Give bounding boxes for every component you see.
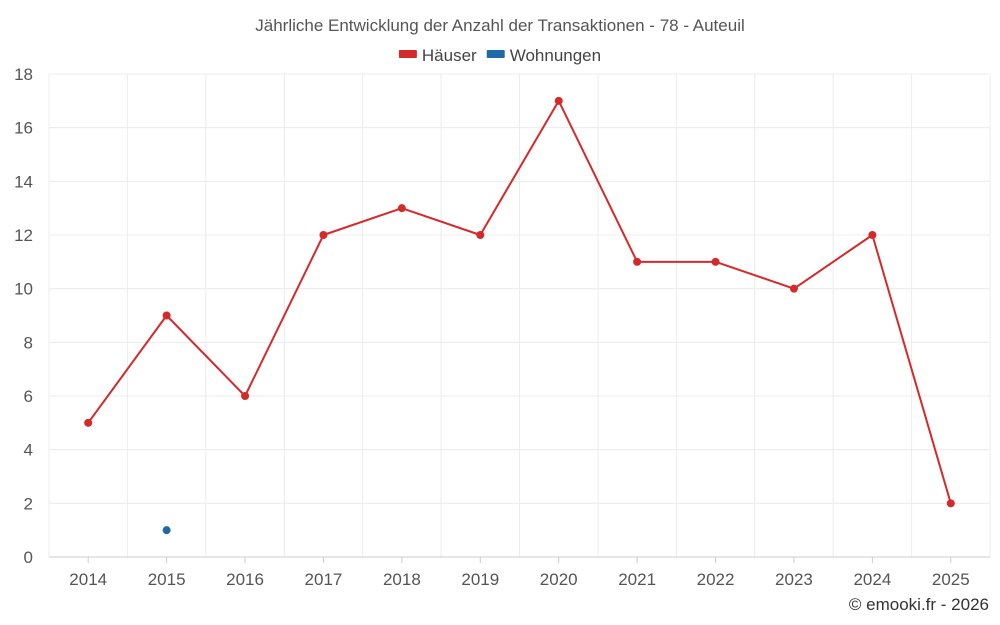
x-tick-label: 2021: [618, 570, 656, 589]
legend-item-wohnungen[interactable]: Wohnungen: [486, 46, 601, 65]
y-tick-label: 4: [24, 441, 33, 460]
data-point-haeuser-2018[interactable]: [397, 204, 406, 213]
x-tick-label: 2019: [461, 570, 499, 589]
x-tick-label: 2015: [148, 570, 186, 589]
x-axis-ticks: 2014 2015 2016 2017 2018 2019 2020 2021 2022 2023…: [69, 557, 970, 589]
data-point-haeuser-2014[interactable]: [84, 418, 93, 427]
x-tick-label: 2017: [305, 570, 343, 589]
x-tick-label: 2024: [853, 570, 891, 589]
y-tick-label: 10: [14, 280, 33, 299]
y-tick-label: 2: [24, 494, 33, 513]
series-wohnungen: [162, 526, 171, 535]
data-point-haeuser-2020[interactable]: [554, 96, 563, 105]
data-point-haeuser-2016[interactable]: [241, 392, 250, 400]
y-tick-label: 0: [24, 548, 33, 567]
y-tick-label: 16: [14, 119, 33, 138]
data-point-haeuser-2015[interactable]: [162, 311, 171, 320]
x-tick-label: 2014: [69, 570, 107, 589]
series-layer: [84, 96, 955, 535]
data-point-haeuser-2021[interactable]: [633, 257, 642, 266]
x-gridlines: [48, 74, 991, 557]
chart-title: Jährliche Entwicklung der Anzahl der Tra…: [255, 16, 745, 35]
data-point-haeuser-2022[interactable]: [711, 257, 720, 266]
y-tick-label: 6: [24, 387, 33, 406]
data-point-haeuser-2017[interactable]: [319, 231, 328, 239]
x-tick-label: 2018: [383, 570, 421, 589]
series-haeuser: [84, 96, 955, 508]
legend-label: Wohnungen: [510, 46, 601, 65]
y-axis-ticks: 0 2 4 6 8 10 12 14 16 18: [14, 65, 33, 567]
x-tick-label: 2025: [932, 570, 970, 589]
x-tick-label: 2023: [775, 570, 813, 589]
data-point-haeuser-2025[interactable]: [946, 499, 955, 508]
x-tick-label: 2016: [226, 570, 264, 589]
data-point-haeuser-2024[interactable]: [868, 231, 877, 239]
x-tick-label: 2020: [540, 570, 578, 589]
series-line-haeuser: [87, 99, 952, 504]
y-tick-label: 14: [14, 172, 33, 191]
y-tick-label: 8: [24, 333, 33, 352]
legend-swatch: [486, 50, 505, 58]
legend-swatch: [398, 50, 417, 58]
y-tick-label: 12: [14, 226, 33, 245]
data-point-haeuser-2023[interactable]: [789, 284, 798, 293]
legend[interactable]: Häuser Wohnungen: [398, 46, 601, 65]
legend-item-haeuser[interactable]: Häuser: [398, 46, 477, 65]
credit-text: © emooki.fr - 2026: [849, 595, 989, 614]
legend-label: Häuser: [422, 46, 477, 65]
data-point-wohnungen-2015[interactable]: [162, 526, 171, 535]
x-tick-label: 2022: [697, 570, 735, 589]
data-point-haeuser-2019[interactable]: [476, 231, 485, 239]
y-tick-label: 18: [14, 65, 33, 84]
